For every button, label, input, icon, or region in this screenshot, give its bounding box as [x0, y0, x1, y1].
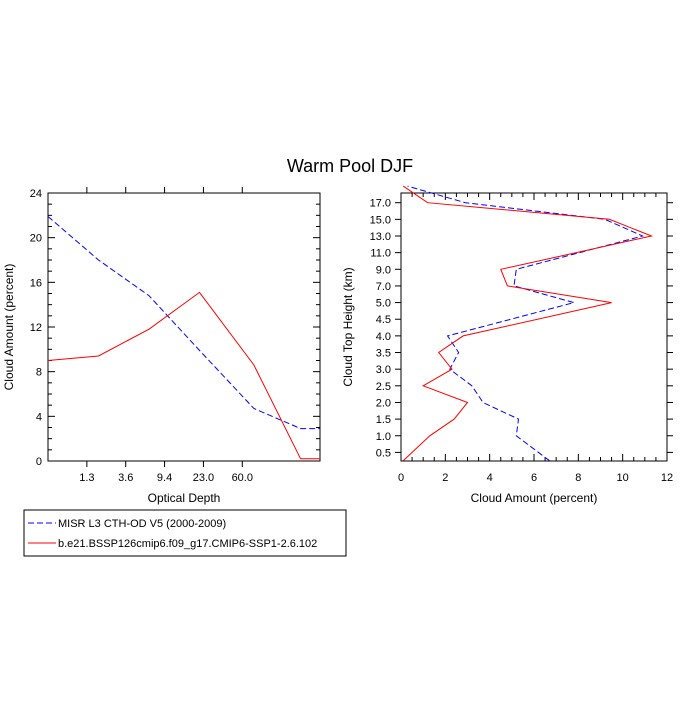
right-x-tick-label: 4: [487, 472, 493, 484]
right-y-tick-label: 3.5: [376, 348, 391, 360]
right-x-tick-label: 2: [442, 472, 448, 484]
right-y-tick-label: 0.5: [376, 447, 391, 459]
left-x-tick-label: 9.4: [157, 472, 172, 484]
left-y-tick-label: 0: [36, 456, 42, 468]
left-y-tick-label: 24: [30, 188, 42, 200]
left-y-tick-label: 4: [36, 411, 42, 423]
right-x-tick-label: 10: [617, 472, 629, 484]
left-series-model: [47, 291, 320, 460]
right-y-tick-label: 3.0: [376, 364, 391, 376]
right-series-misr: [407, 185, 645, 462]
right-y-axis-label: Cloud Top Height (km): [341, 267, 355, 386]
left-series-misr: [47, 216, 320, 430]
right-series-model: [402, 185, 654, 462]
chart-title: Warm Pool DJF: [287, 156, 413, 176]
left-y-tick-label: 20: [30, 233, 42, 245]
right-ticks: 0 2 4 6 8 10 12 0.5 1.0 1.5 2.0 2.5 3.0 3.5 4.0 4.5 5.0 7…: [370, 193, 673, 484]
right-x-tick-label: 8: [575, 472, 581, 484]
left-x-tick-label: 23.0: [193, 472, 214, 484]
right-y-tick-label: 17.0: [370, 198, 391, 210]
left-x-axis-label: Optical Depth: [148, 491, 221, 505]
right-y-tick-label: 4.5: [376, 314, 391, 326]
left-chart: 0 4 8 12 16 20 24 1.3 3.6 9.4 23.0 60.0 Optical Dep…: [2, 187, 321, 505]
legend: MISR L3 CTH-OD V5 (2000-2009) b.e21.BSSP…: [23, 509, 347, 557]
right-y-tick-label: 5.0: [376, 298, 391, 310]
right-y-tick-label: 2.0: [376, 397, 391, 409]
left-y-axis-label: Cloud Amount (percent): [2, 264, 16, 391]
left-x-tick-label: 60.0: [232, 472, 253, 484]
right-y-tick-label: 9.0: [376, 264, 391, 276]
right-y-tick-label: 7.0: [376, 281, 391, 293]
left-series: [47, 216, 320, 460]
right-y-tick-label: 2.5: [376, 381, 391, 393]
right-y-tick-label: 1.0: [376, 431, 391, 443]
right-y-tick-label: 15.0: [370, 214, 391, 226]
right-y-tick-label: 11.0: [370, 248, 391, 260]
right-chart: 0 2 4 6 8 10 12 0.5 1.0 1.5 2.0 2.5 3.0 3.5 4.0 4.5 5.0 7…: [341, 185, 673, 505]
right-x-tick-label: 0: [398, 472, 404, 484]
right-y-tick-label: 4.0: [376, 331, 391, 343]
left-y-tick-label: 16: [30, 277, 42, 289]
left-ticks: 0 4 8 12 16 20 24 1.3 3.6 9.4 23.0 60.0: [30, 187, 320, 484]
left-y-tick-label: 8: [36, 367, 42, 379]
right-x-tick-label: 12: [661, 472, 673, 484]
left-x-tick-label: 3.6: [118, 472, 133, 484]
right-x-tick-label: 6: [531, 472, 537, 484]
right-y-tick-label: 13.0: [370, 231, 391, 243]
legend-box: [23, 509, 347, 557]
legend-label-misr: MISR L3 CTH-OD V5 (2000-2009): [58, 518, 226, 530]
left-x-tick-label: 1.3: [79, 472, 94, 484]
right-x-axis-label: Cloud Amount (percent): [471, 491, 598, 505]
right-series: [402, 185, 654, 462]
right-y-tick-label: 1.5: [376, 414, 391, 426]
left-y-tick-label: 12: [30, 322, 42, 334]
legend-label-model: b.e21.BSSP126cmip6.f09_g17.CMIP6-SSP1-2.…: [58, 538, 317, 550]
